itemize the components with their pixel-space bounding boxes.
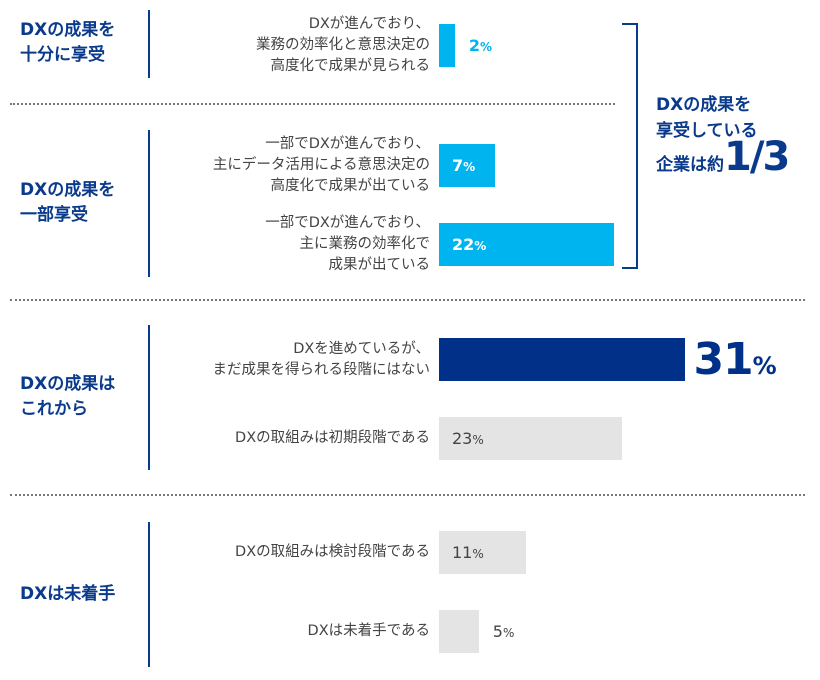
- summary-line2: 享受している: [656, 121, 758, 141]
- percent-unit: %: [480, 40, 493, 54]
- percent-unit: %: [472, 433, 484, 447]
- dotted-separator: [10, 299, 805, 301]
- percent-unit: %: [463, 160, 476, 174]
- value-label: 7%: [452, 144, 475, 189]
- bar-label: DXを進めているが、 まだ成果を得られる段階にはない: [212, 340, 431, 378]
- summary-line1: DXの成果を: [656, 95, 752, 115]
- value-label: 11%: [452, 531, 484, 576]
- bar-label: DXが進んでおり、 業務の効率化と意思決定の 高度化で成果が見られる: [256, 16, 430, 74]
- group-label-upcoming: DXの成果は これから: [20, 374, 116, 419]
- percent-unit: %: [752, 352, 777, 380]
- group-label-full: DXの成果を 十分に享受: [20, 20, 116, 65]
- bar-label: 一部でDXが進んでおり、 主に業務の効率化で 成果が出ている: [265, 215, 430, 273]
- percent-unit: %: [502, 626, 515, 640]
- summary-line3: 企業は約: [656, 155, 724, 175]
- group-divider-line: [148, 325, 150, 470]
- value-number: 31: [693, 334, 753, 385]
- percent-unit: %: [472, 547, 484, 561]
- bar: [439, 223, 614, 266]
- bar: [439, 24, 455, 67]
- value-label: 23%: [452, 417, 484, 462]
- bar: [439, 610, 479, 653]
- summary-big-value: 1/3: [724, 134, 790, 180]
- bar: [439, 338, 686, 381]
- group-label-partial: DXの成果を 一部享受: [20, 180, 116, 225]
- bar-label: DXの取組みは検討段階である: [235, 544, 430, 560]
- bar-label: DXは未着手である: [307, 623, 430, 639]
- value-number: 11: [452, 543, 473, 562]
- group-label-not-started: DXは未着手: [20, 584, 116, 604]
- group-divider-line: [148, 10, 150, 78]
- bar: [439, 144, 495, 187]
- dotted-separator: [10, 103, 615, 105]
- bar: [439, 417, 622, 460]
- value-label: 22%: [452, 223, 486, 268]
- value-number: 2: [468, 36, 481, 55]
- percent-unit: %: [474, 239, 487, 253]
- bar-label: DXの取組みは初期段階である: [235, 430, 430, 446]
- value-number: 7: [452, 156, 464, 175]
- bar-label: 一部でDXが進んでおり、 主にデータ活用による意思決定の 高度化で成果が出ている: [212, 136, 430, 194]
- value-label: 5%: [493, 610, 515, 655]
- summary-annotation: DXの成果を 享受している 企業は約1/3: [656, 92, 790, 180]
- group-divider-line: [148, 130, 150, 277]
- group-divider-line: [148, 522, 150, 667]
- dotted-separator: [10, 494, 805, 496]
- bar: [439, 531, 527, 574]
- value-label: 2%: [469, 24, 492, 69]
- bracket: [622, 23, 638, 269]
- value-label: 31%: [693, 338, 776, 390]
- value-number: 5: [492, 622, 503, 641]
- value-number: 23: [452, 429, 473, 448]
- value-number: 22: [452, 235, 475, 254]
